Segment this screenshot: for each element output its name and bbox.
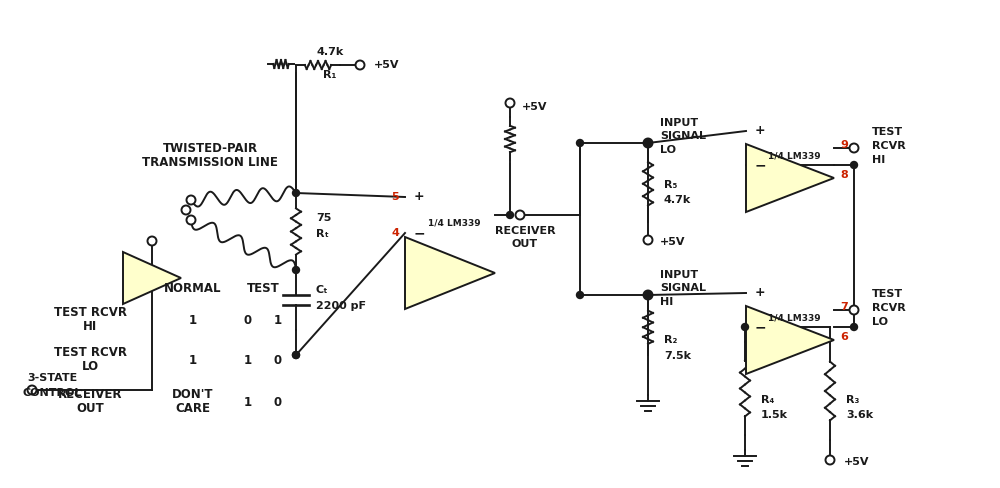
Text: +: + xyxy=(755,124,765,138)
Text: TEST: TEST xyxy=(872,127,903,137)
Text: 1.5k: 1.5k xyxy=(761,410,788,420)
Text: HI: HI xyxy=(660,297,673,307)
Circle shape xyxy=(576,140,584,146)
Circle shape xyxy=(507,211,514,219)
Text: 1: 1 xyxy=(244,395,252,408)
Polygon shape xyxy=(405,237,495,309)
Circle shape xyxy=(850,162,858,168)
Circle shape xyxy=(356,61,364,69)
Text: Rₜ: Rₜ xyxy=(316,229,329,239)
Text: RCVR: RCVR xyxy=(872,141,906,151)
Text: 3.6k: 3.6k xyxy=(846,410,873,420)
Text: TEST RCVR: TEST RCVR xyxy=(54,346,126,360)
Circle shape xyxy=(28,386,36,394)
Text: 1: 1 xyxy=(189,353,197,366)
Text: DON'T: DON'T xyxy=(172,388,214,402)
Text: RECEIVER: RECEIVER xyxy=(58,388,122,402)
Text: TWISTED-PAIR: TWISTED-PAIR xyxy=(162,142,258,155)
Text: 8: 8 xyxy=(840,170,848,180)
Text: +5V: +5V xyxy=(522,102,548,112)
Text: LO: LO xyxy=(872,317,888,327)
Circle shape xyxy=(644,290,652,300)
Circle shape xyxy=(850,305,858,314)
Text: −: − xyxy=(754,158,766,172)
Circle shape xyxy=(292,351,300,359)
Text: 6: 6 xyxy=(840,332,848,342)
Circle shape xyxy=(644,236,652,244)
Text: 1: 1 xyxy=(274,313,282,326)
Text: HI: HI xyxy=(83,321,97,333)
Text: CARE: CARE xyxy=(176,403,210,415)
Text: TRANSMISSION LINE: TRANSMISSION LINE xyxy=(142,156,278,168)
Text: RCVR: RCVR xyxy=(872,303,906,313)
Text: 4.7k: 4.7k xyxy=(664,195,691,205)
Text: −: − xyxy=(413,226,425,240)
Polygon shape xyxy=(123,252,181,304)
Text: 0: 0 xyxy=(244,313,252,326)
Text: SIGNAL: SIGNAL xyxy=(660,283,706,293)
Text: 75: 75 xyxy=(316,213,331,223)
Text: 3-STATE: 3-STATE xyxy=(27,373,77,383)
Text: TEST RCVR: TEST RCVR xyxy=(54,306,126,320)
Text: R₅: R₅ xyxy=(664,180,677,190)
Text: 4.7k: 4.7k xyxy=(316,47,344,57)
Circle shape xyxy=(826,455,834,465)
Circle shape xyxy=(576,291,584,299)
Circle shape xyxy=(850,324,858,330)
Circle shape xyxy=(506,99,514,107)
Text: 4: 4 xyxy=(391,228,399,238)
Text: NORMAL: NORMAL xyxy=(164,282,222,294)
Circle shape xyxy=(516,210,524,220)
Text: 9: 9 xyxy=(840,140,848,150)
Text: +5V: +5V xyxy=(660,237,686,247)
Text: +: + xyxy=(414,190,424,203)
Text: 7: 7 xyxy=(840,302,848,312)
Text: R₁: R₁ xyxy=(323,70,337,80)
Text: 7.5k: 7.5k xyxy=(664,351,691,361)
Circle shape xyxy=(850,143,858,152)
Text: INPUT: INPUT xyxy=(660,270,698,280)
Circle shape xyxy=(148,237,156,245)
Text: LO: LO xyxy=(81,361,99,373)
Text: R₄: R₄ xyxy=(761,395,774,405)
Circle shape xyxy=(644,291,652,299)
Circle shape xyxy=(186,216,196,224)
Polygon shape xyxy=(746,144,834,212)
Text: 5: 5 xyxy=(391,192,399,202)
Circle shape xyxy=(644,139,652,147)
Polygon shape xyxy=(746,306,834,374)
Circle shape xyxy=(742,324,748,330)
Text: −: − xyxy=(754,320,766,334)
Text: 2200 pF: 2200 pF xyxy=(316,301,366,311)
Text: LO: LO xyxy=(660,145,676,155)
Text: TEST: TEST xyxy=(247,282,279,294)
Text: OUT: OUT xyxy=(76,403,104,415)
Circle shape xyxy=(292,266,300,273)
Text: INPUT: INPUT xyxy=(660,118,698,128)
Text: +5V: +5V xyxy=(374,60,400,70)
Text: R₃: R₃ xyxy=(846,395,859,405)
Circle shape xyxy=(292,189,300,197)
Circle shape xyxy=(182,205,190,215)
Text: 1/4 LM339: 1/4 LM339 xyxy=(768,313,820,323)
Text: 0: 0 xyxy=(274,395,282,408)
Text: SIGNAL: SIGNAL xyxy=(660,131,706,141)
Circle shape xyxy=(644,140,652,146)
Circle shape xyxy=(292,351,300,359)
Text: Cₜ: Cₜ xyxy=(316,285,328,295)
Text: +: + xyxy=(755,286,765,300)
Text: 1/4 LM339: 1/4 LM339 xyxy=(768,151,820,161)
Text: 0: 0 xyxy=(274,353,282,366)
Text: CONTROL: CONTROL xyxy=(22,388,82,398)
Text: RECEIVER: RECEIVER xyxy=(495,226,555,236)
Text: OUT: OUT xyxy=(512,239,538,249)
Text: +5V: +5V xyxy=(844,457,870,467)
Text: 1: 1 xyxy=(189,313,197,326)
Text: TEST: TEST xyxy=(872,289,903,299)
Text: R₂: R₂ xyxy=(664,335,677,345)
Text: HI: HI xyxy=(872,155,885,165)
Text: 1/4 LM339: 1/4 LM339 xyxy=(428,219,480,227)
Circle shape xyxy=(186,196,196,204)
Text: 1: 1 xyxy=(244,353,252,366)
